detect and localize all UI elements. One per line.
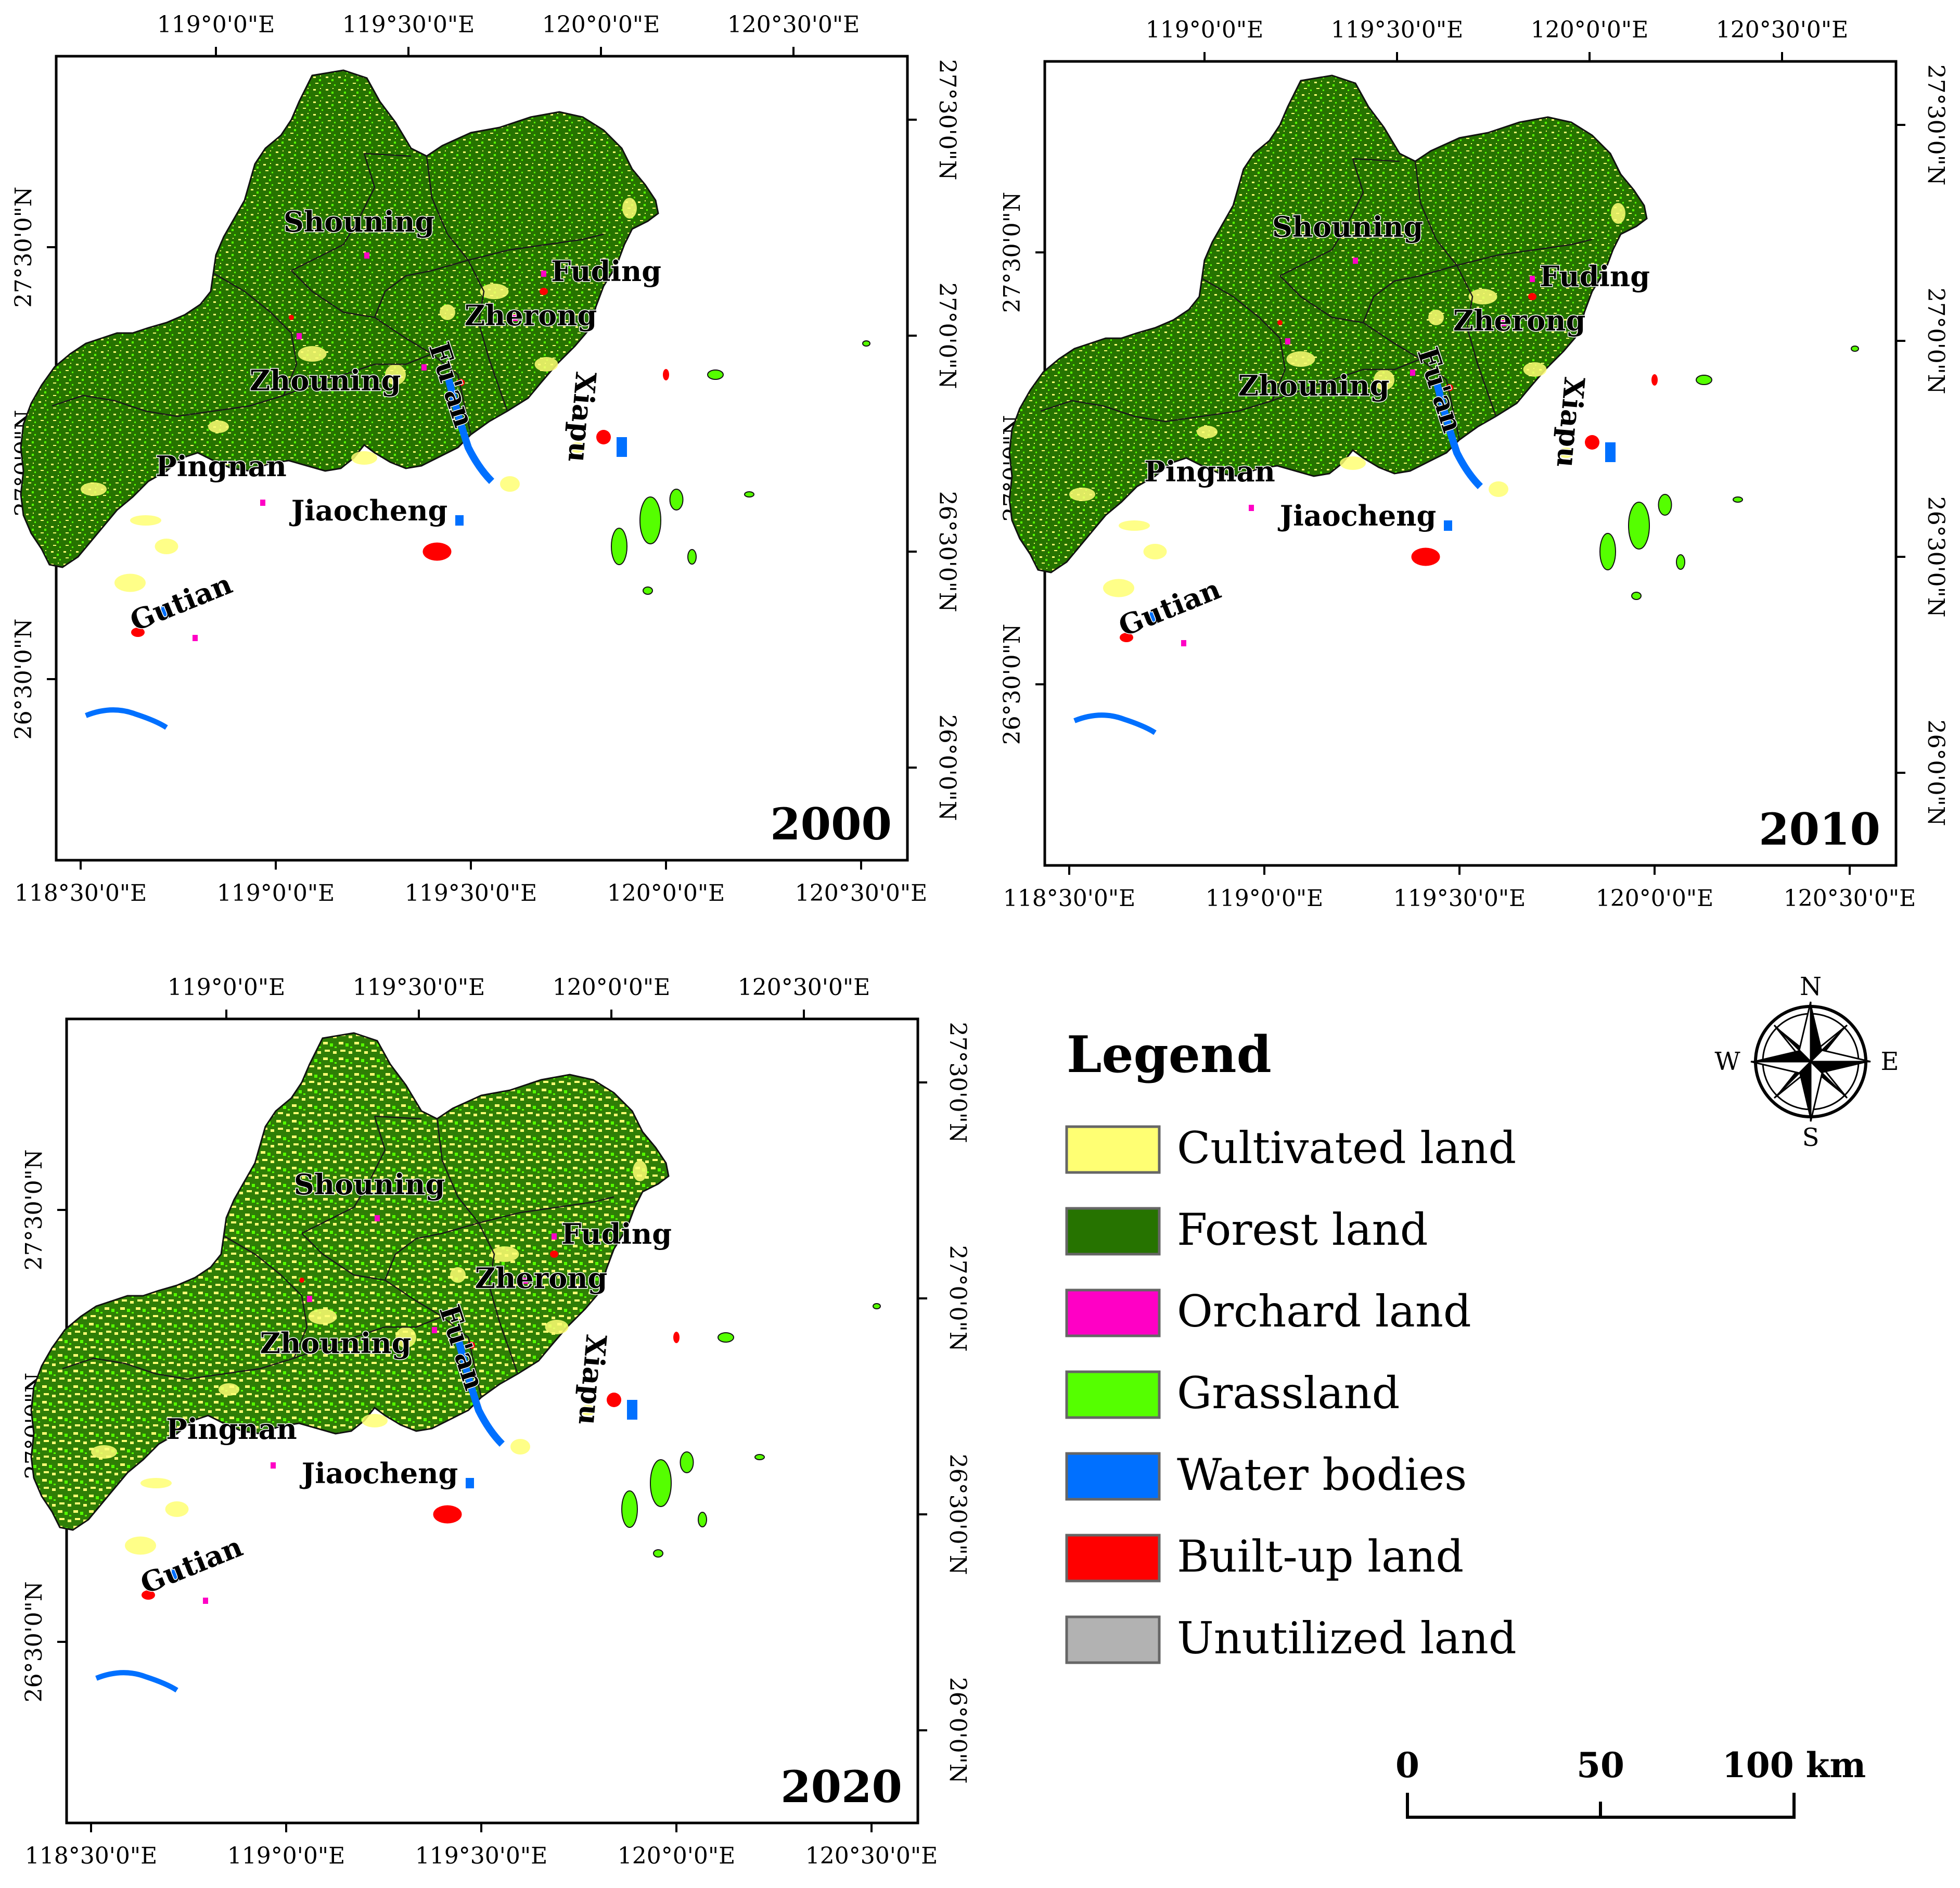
legend-swatch	[1065, 1452, 1161, 1501]
left-lat-label: 27°30'0"N	[10, 187, 37, 308]
legend-swatch	[1065, 1289, 1161, 1337]
right-lat-label: 26°0'0"N	[944, 1677, 971, 1784]
bottom-lon-label: 120°0'0"E	[1596, 885, 1713, 912]
legend-label: Grassland	[1177, 1368, 1400, 1419]
left-lat-label: 26°30'0"N	[21, 1581, 47, 1703]
bottom-lon-label: 118°30'0"E	[15, 880, 147, 907]
top-lon-label: 119°30'0"E	[1331, 17, 1463, 43]
county-label: Zherong	[465, 299, 597, 332]
county-label: Jiaocheng	[1278, 499, 1437, 532]
top-lon-label: 119°30'0"E	[353, 974, 485, 1001]
right-lat-label: 26°30'0"N	[934, 491, 960, 613]
bottom-lon-label: 120°30'0"E	[805, 1843, 938, 1869]
legend-swatch	[1065, 1207, 1161, 1256]
right-lat-label: 27°0'0"N	[944, 1245, 971, 1352]
left-lat-label: 27°30'0"N	[999, 192, 1026, 313]
legend-swatch	[1065, 1125, 1161, 1174]
left-lat-label: 27°30'0"N	[21, 1150, 47, 1271]
county-label: Zhouning	[250, 364, 401, 397]
panel-year: 2020	[780, 1761, 902, 1813]
legend-title: Legend	[1067, 1025, 1272, 1084]
legend-swatch	[1065, 1370, 1161, 1419]
top-lon-label: 120°0'0"E	[553, 974, 670, 1001]
bottom-lon-label: 119°30'0"E	[405, 880, 537, 907]
legend-swatch	[1065, 1615, 1161, 1664]
top-lon-label: 119°30'0"E	[342, 11, 475, 38]
county-label: Zhouning	[260, 1326, 412, 1360]
county-label: Fuding	[1540, 260, 1650, 293]
scale-label-100km: 100 km	[1722, 1745, 1866, 1785]
compass-s: S	[1802, 1123, 1820, 1152]
scale-bar: 0 50 100 km	[1395, 1745, 1866, 1819]
top-lon-label: 120°0'0"E	[542, 11, 660, 38]
county-label: Zherong	[475, 1261, 608, 1295]
bottom-lon-label: 120°0'0"E	[618, 1843, 735, 1869]
bottom-lon-label: 119°0'0"E	[1206, 885, 1323, 912]
map-panel-2010: 119°0'0"E 119°30'0"E 120°0'0"E 120°30'0"E 11…	[999, 17, 1949, 912]
bottom-lon-label: 119°30'0"E	[415, 1843, 547, 1869]
county-label: Zherong	[1453, 304, 1586, 337]
legend-label: Cultivated land	[1177, 1122, 1516, 1173]
map-panel-2000: 119°0'0"E 119°30'0"E 120°0'0"E 120°30'0"E 11…	[10, 11, 960, 907]
county-label: Fuding	[551, 254, 661, 288]
bottom-lon-label: 120°30'0"E	[1784, 885, 1916, 912]
map-legend: Legend Cultivated land Forest land Orchard…	[1065, 1025, 1517, 1664]
top-lon-label: 119°0'0"E	[1146, 17, 1263, 43]
legend-label: Orchard land	[1177, 1286, 1471, 1337]
top-lon-label: 120°0'0"E	[1531, 17, 1648, 43]
panel-year: 2000	[770, 798, 892, 850]
legend-label: Built-up land	[1177, 1531, 1464, 1582]
right-lat-label: 27°30'0"N	[1923, 65, 1949, 186]
top-lon-label: 119°0'0"E	[168, 974, 285, 1001]
right-lat-label: 26°0'0"N	[1923, 720, 1949, 826]
bottom-lon-label: 120°0'0"E	[607, 880, 725, 907]
county-label: Jiaocheng	[289, 494, 448, 527]
county-label: Zhouning	[1238, 369, 1390, 402]
right-lat-label: 27°0'0"N	[1923, 288, 1949, 394]
scale-label-50: 50	[1577, 1745, 1624, 1785]
bottom-lon-label: 119°0'0"E	[217, 880, 335, 907]
top-lon-label: 119°0'0"E	[157, 11, 275, 38]
legend-label: Forest land	[1177, 1204, 1428, 1255]
right-lat-label: 26°0'0"N	[934, 715, 960, 821]
county-label: Jiaocheng	[300, 1457, 458, 1490]
county-label: Shouning	[1272, 210, 1423, 244]
compass-w: W	[1714, 1047, 1740, 1076]
county-label: Shouning	[284, 205, 434, 238]
county-label: Shouning	[294, 1168, 445, 1201]
legend-label: Water bodies	[1177, 1449, 1467, 1500]
left-lat-label: 26°30'0"N	[10, 619, 37, 740]
county-label: Pingnan	[156, 450, 287, 483]
right-lat-label: 26°30'0"N	[1923, 496, 1949, 618]
right-lat-label: 27°30'0"N	[934, 59, 960, 181]
north-arrow-compass-icon: N E S W	[1714, 972, 1899, 1152]
legend-swatch	[1065, 1534, 1161, 1583]
top-lon-label: 120°30'0"E	[738, 974, 870, 1001]
map-panel-2020: 119°0'0"E 119°30'0"E 120°0'0"E 120°30'0"E 11…	[21, 974, 971, 1869]
panel-year: 2010	[1759, 803, 1880, 855]
top-lon-label: 120°30'0"E	[727, 11, 860, 38]
legend-label: Unutilized land	[1177, 1613, 1517, 1664]
bottom-lon-label: 119°30'0"E	[1393, 885, 1526, 912]
right-lat-label: 27°30'0"N	[944, 1022, 971, 1143]
county-label: Pingnan	[1144, 455, 1275, 488]
bottom-lon-label: 118°30'0"E	[25, 1843, 157, 1869]
compass-n: N	[1800, 972, 1822, 1001]
right-lat-label: 27°0'0"N	[934, 283, 960, 389]
compass-e: E	[1880, 1047, 1899, 1076]
county-label: Pingnan	[166, 1412, 297, 1446]
bottom-lon-label: 119°0'0"E	[227, 1843, 345, 1869]
left-lat-label: 26°30'0"N	[999, 624, 1026, 745]
bottom-lon-label: 118°30'0"E	[1003, 885, 1135, 912]
bottom-lon-label: 120°30'0"E	[795, 880, 927, 907]
county-label: Fuding	[561, 1217, 672, 1251]
scale-label-0: 0	[1395, 1745, 1419, 1785]
top-lon-label: 120°30'0"E	[1716, 17, 1848, 43]
right-lat-label: 26°30'0"N	[944, 1454, 971, 1575]
